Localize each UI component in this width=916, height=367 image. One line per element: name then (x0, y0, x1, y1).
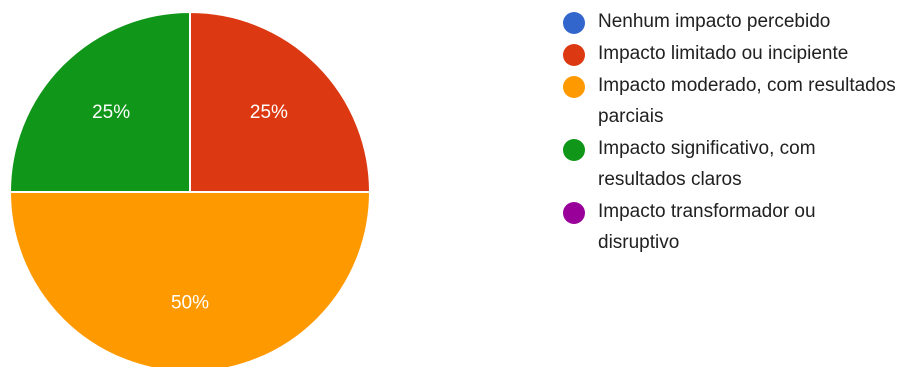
slice-value-label: 25% (250, 102, 288, 123)
legend-swatch (563, 202, 585, 224)
pie-chart: 25% 50% 25% (8, 10, 372, 367)
legend-label: Impacto significativo, com resultados cl… (598, 138, 816, 190)
legend-item[interactable]: Impacto significativo, com resultados cl… (563, 137, 913, 195)
legend-swatch (563, 76, 585, 98)
legend-item[interactable]: Nenhum impacto percebido (563, 10, 913, 37)
legend-item[interactable]: Impacto limitado ou incipiente (563, 42, 913, 69)
legend-item[interactable]: Impacto moderado, com resultados parciai… (563, 74, 913, 132)
legend-label: Impacto limitado ou incipiente (598, 43, 849, 64)
pie-slice[interactable] (189, 10, 372, 193)
legend-label: Impacto moderado, com resultados parciai… (598, 75, 896, 127)
legend-swatch (563, 139, 585, 161)
slice-value-label: 50% (171, 293, 209, 314)
legend-swatch (563, 12, 585, 34)
slice-value-label: 25% (92, 102, 130, 123)
legend-swatch (563, 44, 585, 66)
pie-slice[interactable] (8, 191, 372, 367)
legend-label: Impacto transformador ou disruptivo (598, 201, 816, 253)
legend-item[interactable]: Impacto transformador ou disruptivo (563, 200, 913, 258)
legend-label: Nenhum impacto percebido (598, 11, 831, 32)
pie-slice[interactable] (8, 10, 191, 193)
chart-legend: Nenhum impacto percebido Impacto limitad… (563, 10, 913, 263)
